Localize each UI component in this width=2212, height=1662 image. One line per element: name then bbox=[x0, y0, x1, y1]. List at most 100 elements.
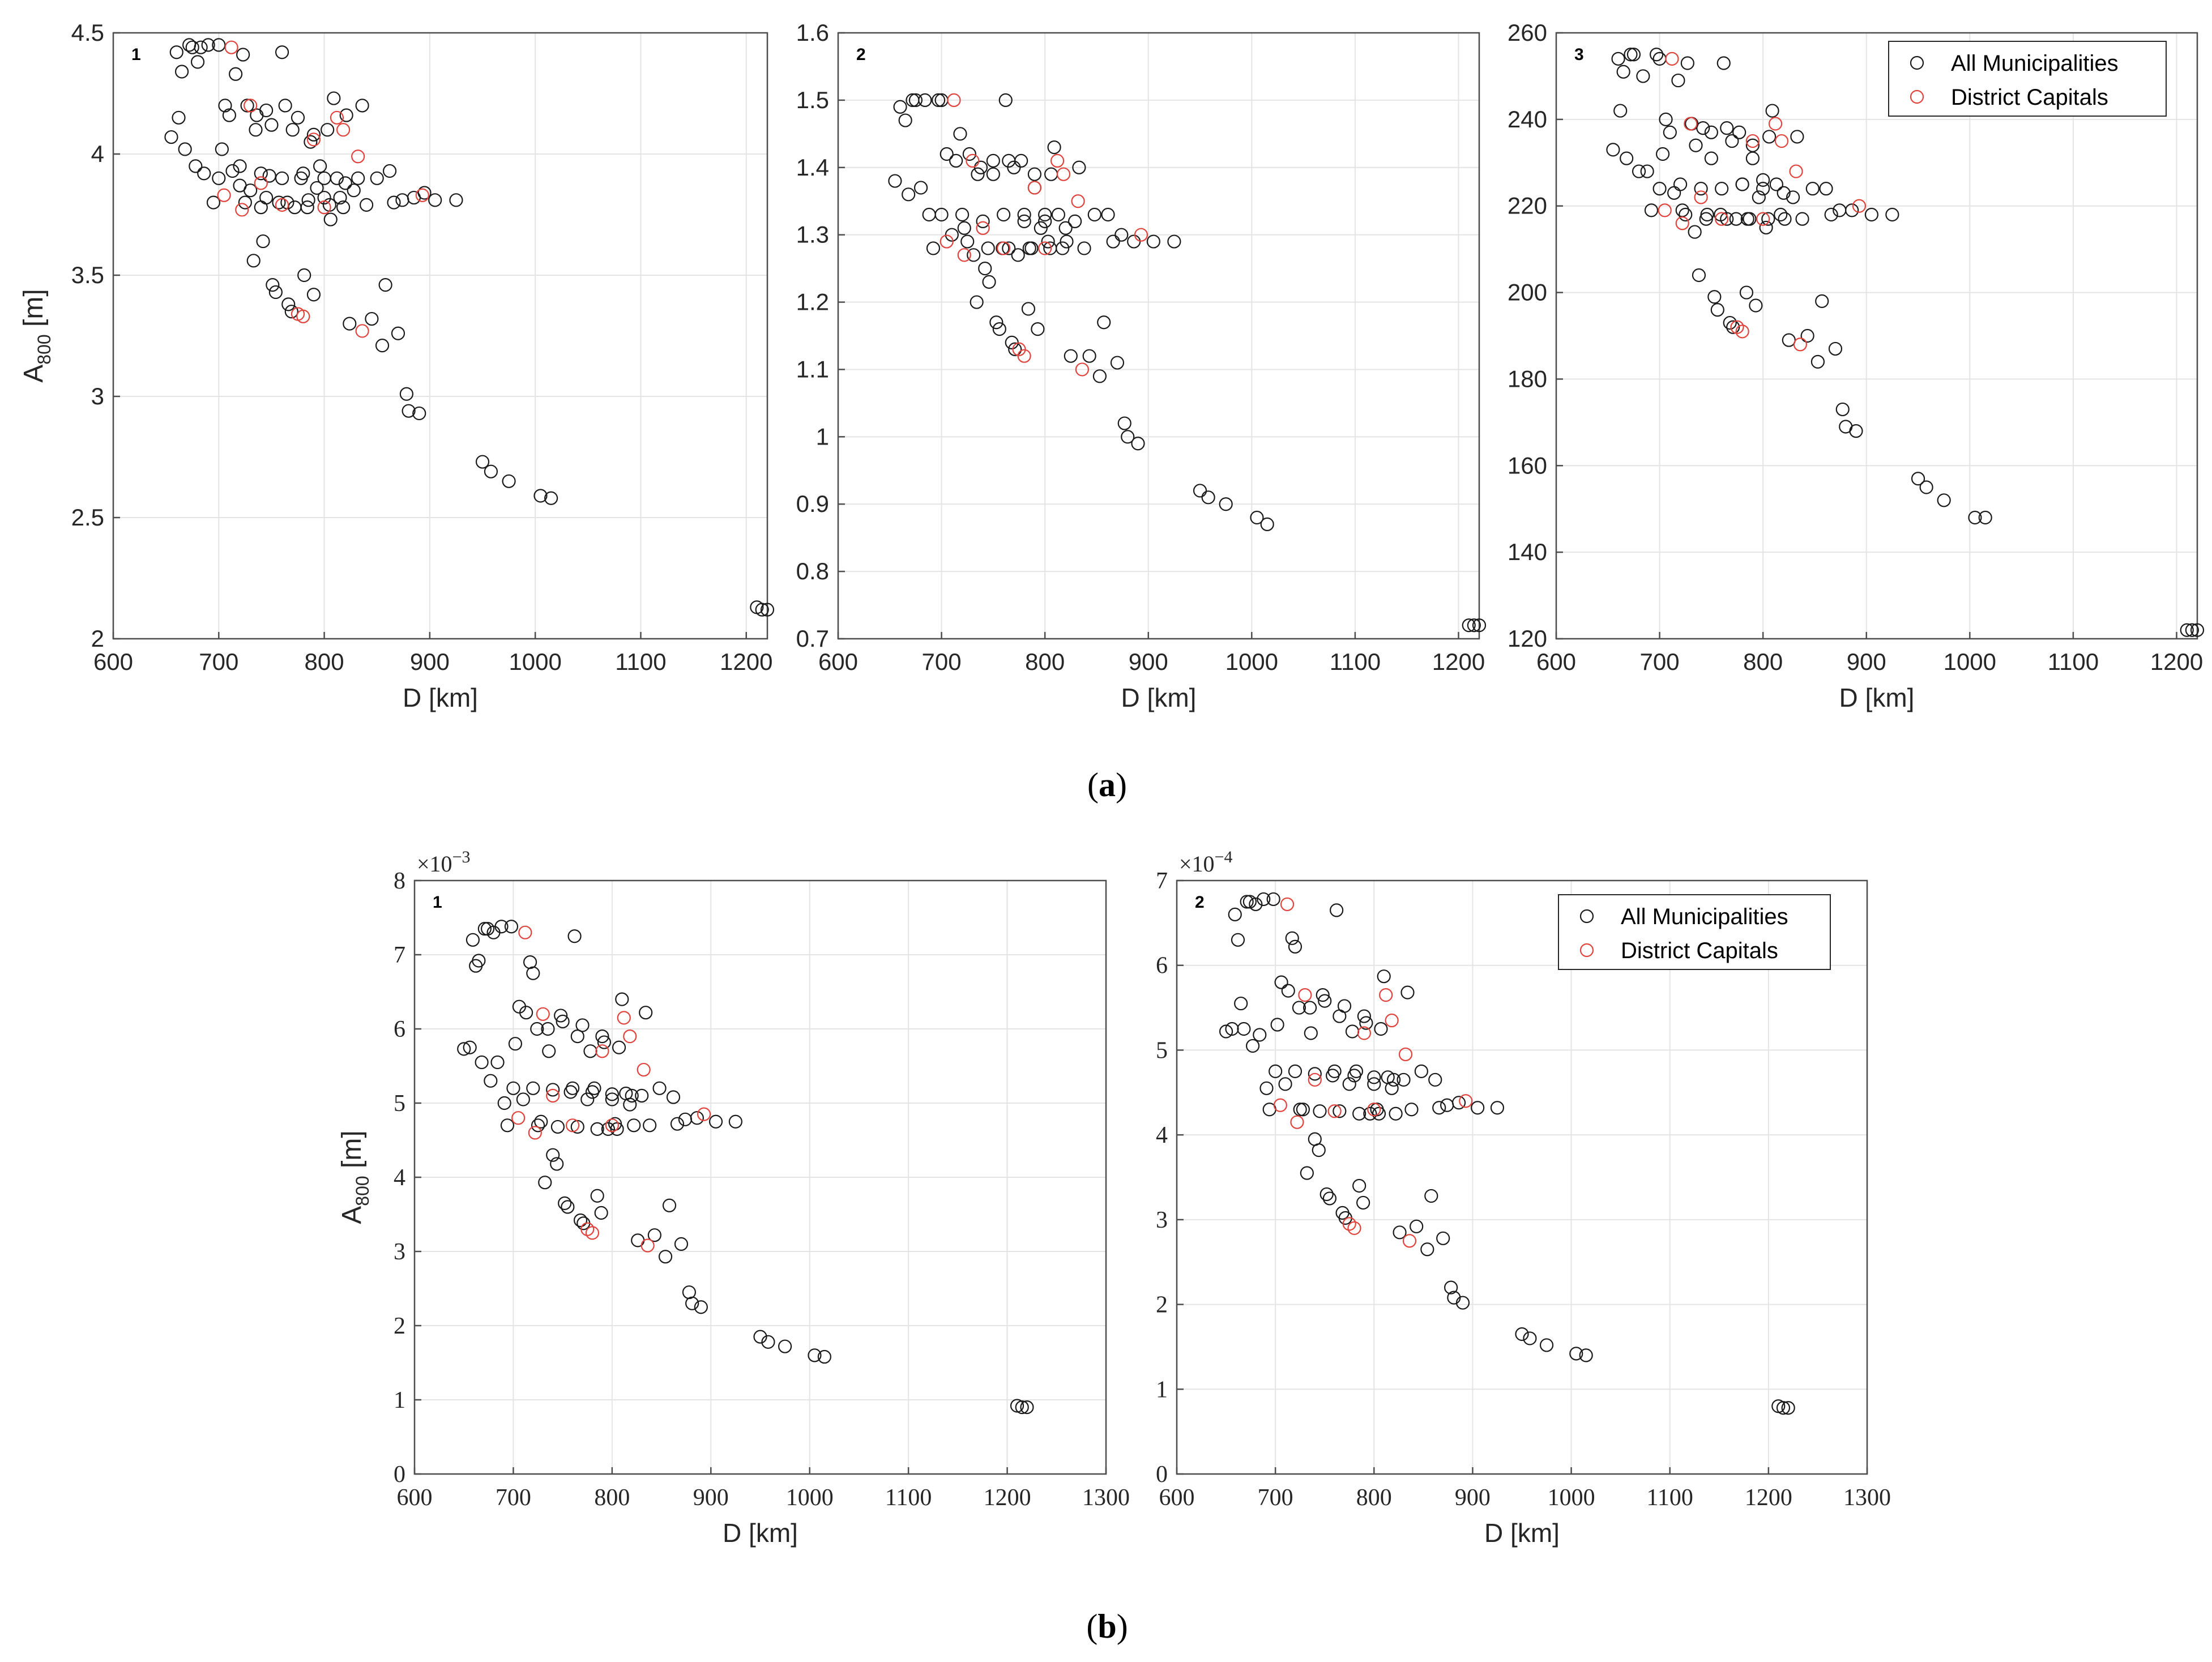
municipality-point bbox=[1781, 1401, 1795, 1415]
y-tick-label: 7 bbox=[394, 942, 405, 968]
municipality-point bbox=[463, 1040, 477, 1054]
capital-point bbox=[306, 133, 321, 147]
x-tick-label: 700 bbox=[922, 648, 962, 675]
municipality-point bbox=[1322, 1191, 1337, 1206]
plot-area bbox=[1177, 881, 1867, 1474]
municipality-point bbox=[962, 147, 976, 161]
municipality-point bbox=[546, 1148, 560, 1162]
x-tick-label: 700 bbox=[199, 648, 238, 675]
municipality-point bbox=[1790, 130, 1804, 144]
chart-panel-a2: 600 700 800 900 1000 1100 1200 0.7 0.8 0.9 1 1.1 1.2… bbox=[796, 19, 1487, 712]
municipality-point bbox=[1007, 160, 1021, 174]
municipality-point bbox=[992, 322, 1006, 336]
municipality-point bbox=[635, 1088, 649, 1103]
x-axis-label: D [km] bbox=[1839, 683, 1915, 712]
municipality-point bbox=[1047, 140, 1061, 155]
y-tick-label: 4 bbox=[91, 140, 104, 167]
chart-panel-a1: 600 700 800 900 1000 1100 1200 2 2.5 3 3.5 4 4.5 1 D [… bbox=[19, 19, 775, 712]
capital-point bbox=[1298, 988, 1312, 1002]
municipality-point bbox=[285, 123, 300, 137]
y-tick-label: 3.5 bbox=[71, 262, 104, 288]
municipality-point bbox=[278, 99, 292, 113]
municipality-point bbox=[940, 147, 954, 161]
capital-point bbox=[1789, 164, 1803, 178]
municipality-point bbox=[1978, 510, 1992, 525]
municipality-point bbox=[1761, 212, 1775, 226]
municipality-point bbox=[281, 297, 296, 311]
municipality-point bbox=[475, 1055, 489, 1070]
legend: All Municipalities District Capitals bbox=[1558, 894, 1831, 970]
municipality-point bbox=[1436, 1231, 1450, 1245]
municipality-point bbox=[1636, 69, 1650, 83]
municipality-point bbox=[1292, 1001, 1306, 1015]
capital-point bbox=[940, 234, 954, 249]
municipality-point bbox=[472, 954, 486, 968]
capital-point bbox=[1852, 199, 1867, 213]
municipality-point bbox=[516, 1092, 530, 1106]
municipality-point bbox=[351, 171, 365, 185]
y-tick-label: 180 bbox=[1508, 365, 1547, 392]
municipality-point bbox=[902, 187, 916, 202]
x-tick-label: 1100 bbox=[1646, 1485, 1693, 1511]
municipality-point bbox=[932, 93, 946, 107]
capital-point bbox=[1075, 362, 1089, 377]
municipality-point bbox=[222, 108, 237, 122]
municipality-point bbox=[1762, 130, 1777, 144]
municipality-point bbox=[378, 278, 392, 292]
capital-point bbox=[1273, 1098, 1287, 1112]
municipality-point bbox=[565, 1081, 580, 1095]
municipality-point bbox=[1231, 933, 1245, 947]
municipality-point bbox=[1444, 1280, 1458, 1294]
municipality-point bbox=[1385, 1081, 1399, 1095]
capital-point bbox=[336, 123, 351, 137]
municipality-point bbox=[986, 153, 1000, 168]
municipality-point bbox=[2180, 623, 2194, 637]
municipality-point bbox=[1031, 322, 1045, 336]
municipality-point bbox=[497, 1096, 511, 1110]
municipality-point bbox=[1117, 416, 1131, 430]
municipality-point bbox=[249, 123, 263, 137]
municipality-point bbox=[982, 275, 996, 289]
municipality-point bbox=[658, 1250, 673, 1264]
capital-point bbox=[1056, 167, 1071, 181]
municipality-point bbox=[918, 93, 932, 107]
municipality-point bbox=[1303, 1001, 1317, 1015]
municipality-point bbox=[275, 45, 289, 59]
municipality-point bbox=[1008, 342, 1022, 356]
municipality-point bbox=[615, 992, 629, 1006]
x-tick-label: 1000 bbox=[1225, 648, 1278, 675]
capital-point bbox=[217, 188, 231, 202]
chart-panel-b2: 600 700 800 900 1000 1100 1200 1300 0 1 2 3 4 5 6 7 ×10−… bbox=[1156, 848, 1891, 1548]
x-tick-label: 800 bbox=[594, 1485, 630, 1511]
municipality-point bbox=[1707, 290, 1722, 304]
y-tick-label: 120 bbox=[1508, 625, 1547, 652]
municipality-point bbox=[1319, 1187, 1334, 1202]
capital-point bbox=[585, 1226, 600, 1240]
municipality-point bbox=[978, 262, 992, 276]
municipality-point bbox=[1304, 1026, 1318, 1040]
y-tick-label: 1 bbox=[394, 1387, 405, 1413]
municipality-point bbox=[1777, 186, 1791, 200]
municipality-point bbox=[541, 1022, 555, 1036]
municipality-point bbox=[1058, 221, 1073, 235]
municipality-point bbox=[333, 190, 347, 205]
municipality-point bbox=[2185, 623, 2199, 637]
municipality-point bbox=[997, 207, 1011, 222]
municipality-point bbox=[264, 118, 279, 132]
municipality-point bbox=[1815, 294, 1829, 308]
municipality-point bbox=[1696, 121, 1710, 135]
municipality-point bbox=[685, 1296, 699, 1310]
municipality-point bbox=[1367, 1070, 1381, 1084]
x-axis-label: D [km] bbox=[403, 683, 478, 712]
axes-frame bbox=[1555, 32, 2198, 640]
capital-point bbox=[1280, 897, 1295, 912]
municipality-point bbox=[1041, 234, 1055, 249]
municipality-point bbox=[627, 1118, 641, 1133]
municipality-point bbox=[639, 1006, 653, 1020]
municipality-point bbox=[953, 127, 967, 141]
municipality-point bbox=[1219, 1024, 1233, 1039]
municipality-point bbox=[1389, 1106, 1403, 1121]
capital-point bbox=[957, 248, 971, 262]
x-tick-label: 1100 bbox=[1330, 648, 1381, 675]
municipality-point bbox=[1393, 1225, 1407, 1240]
